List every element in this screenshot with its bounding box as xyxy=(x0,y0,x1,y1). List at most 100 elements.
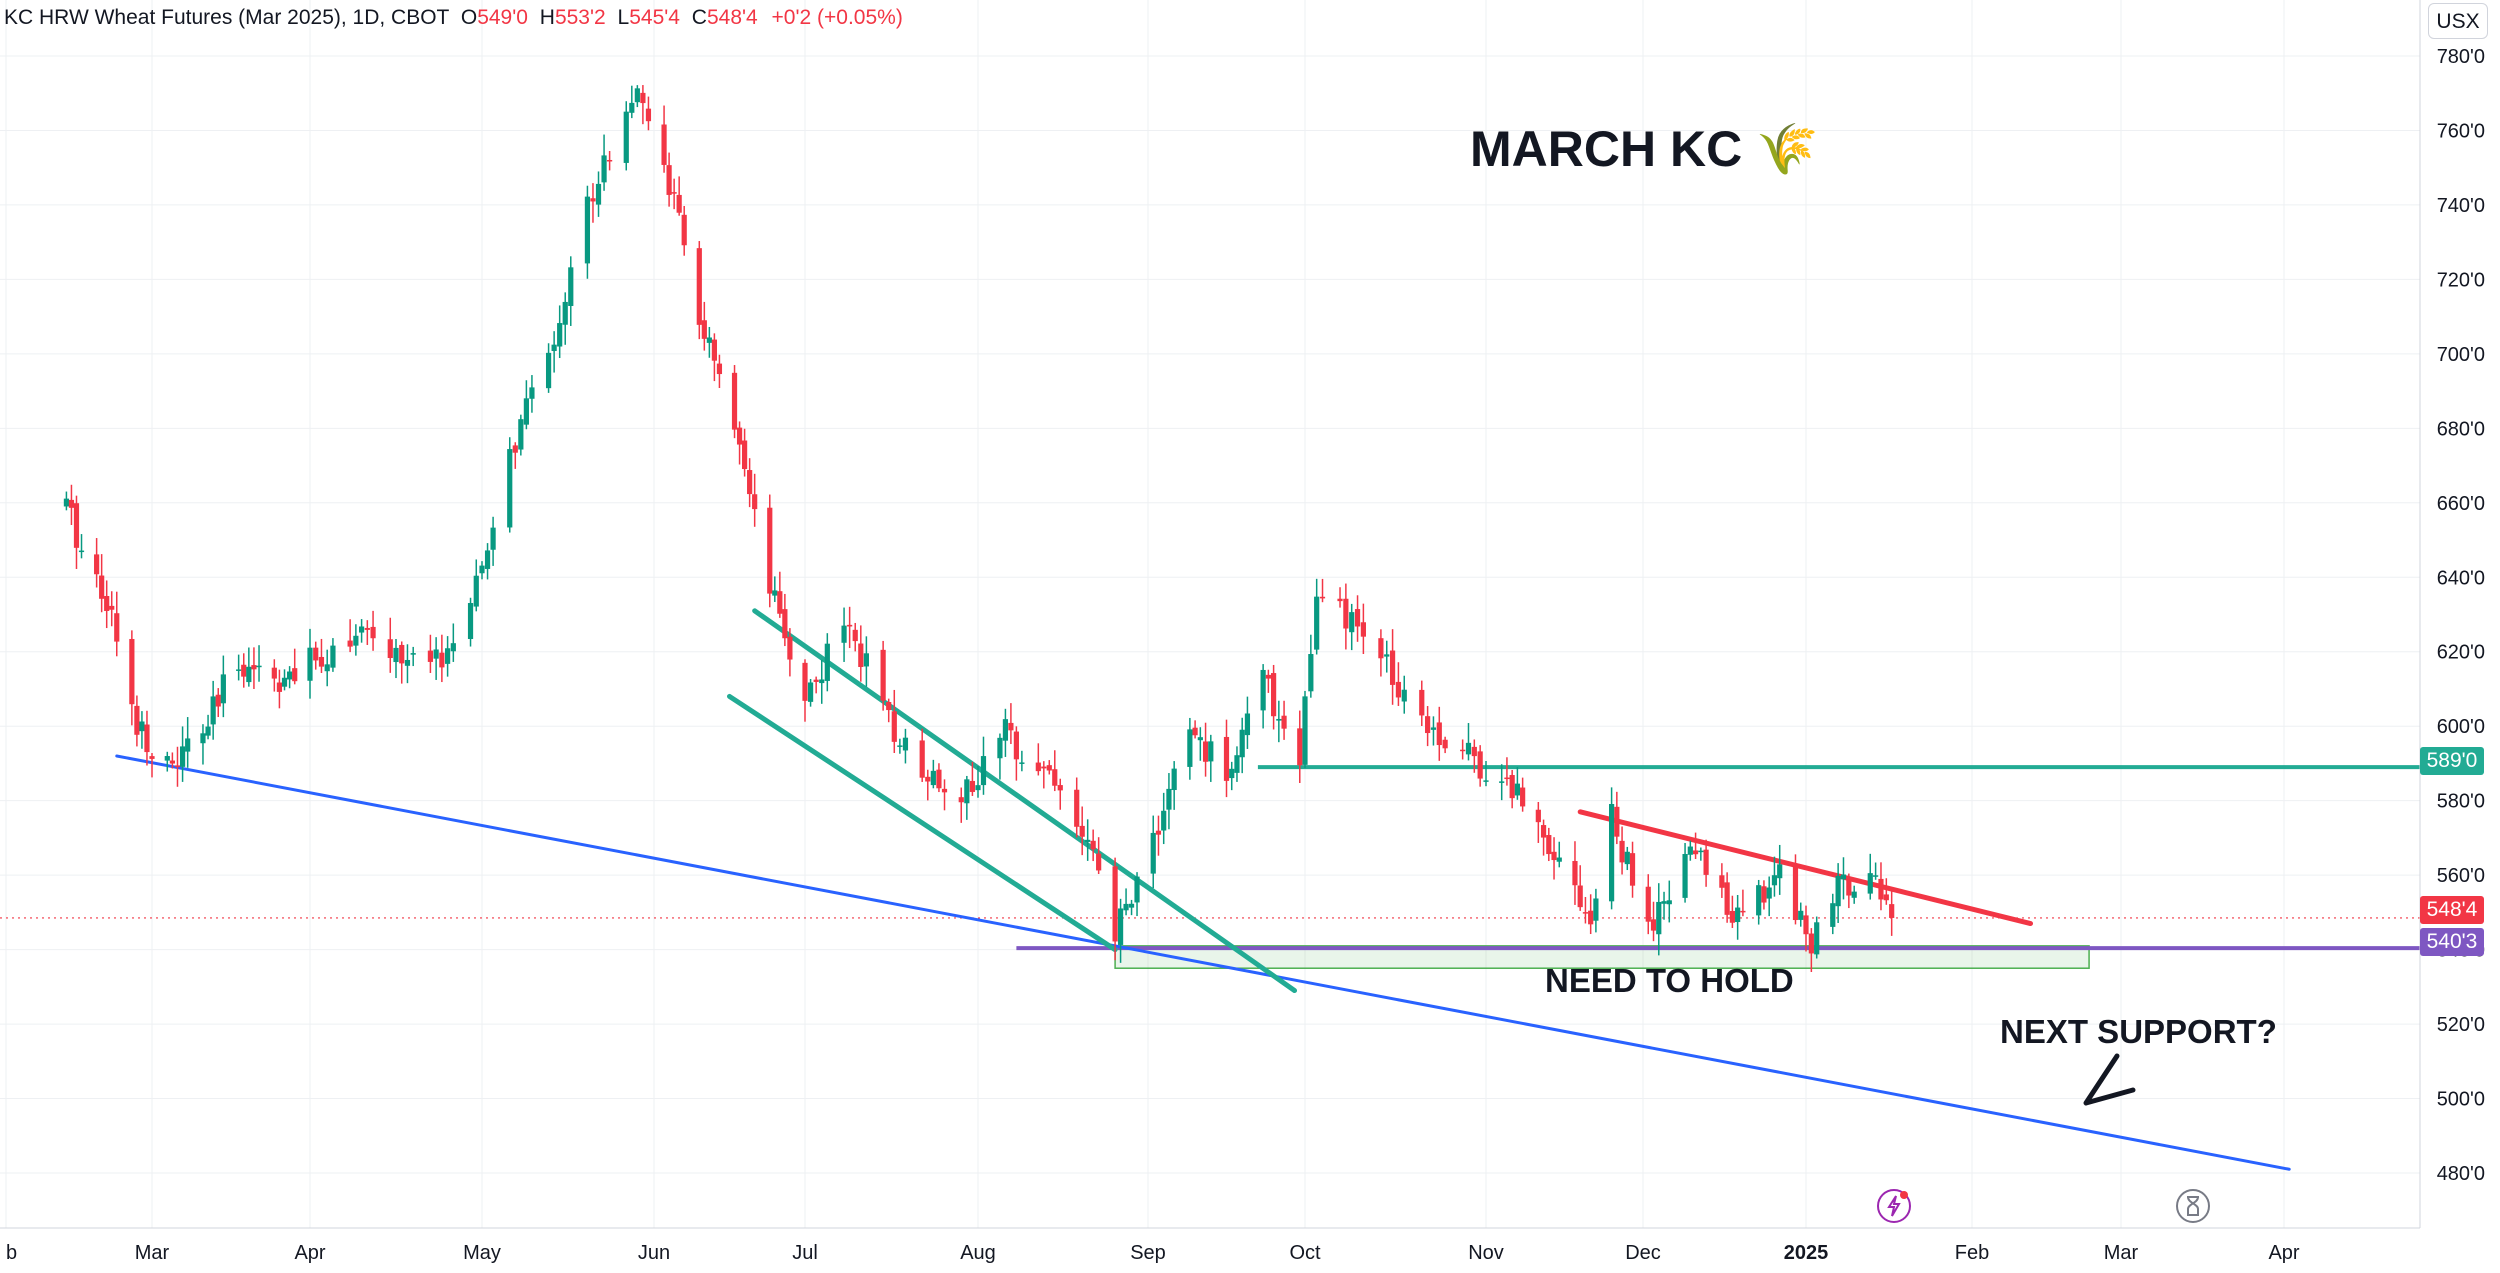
candle-body xyxy=(645,108,652,122)
candle-body xyxy=(445,648,451,664)
candle-body xyxy=(629,102,635,113)
high-label: H xyxy=(539,6,555,29)
candle-body xyxy=(1123,903,1129,911)
close-value: 548'4 xyxy=(706,6,758,29)
candle-body xyxy=(220,674,226,704)
trend-line-green xyxy=(752,608,1298,994)
support-price-badge: 540'3 xyxy=(2420,928,2484,956)
candle-body xyxy=(256,665,262,668)
candle-body xyxy=(557,323,563,347)
x-tick-label: 2025 xyxy=(1784,1242,1829,1264)
candle-body xyxy=(1729,910,1735,923)
candle-body xyxy=(370,626,376,639)
candle-body xyxy=(479,565,485,574)
candle-body xyxy=(752,494,758,510)
candle-body xyxy=(1052,769,1058,786)
x-tick-label: Aug xyxy=(960,1242,996,1264)
candle-body xyxy=(1166,788,1172,810)
candle-body xyxy=(1830,903,1836,927)
candle-body xyxy=(568,267,574,306)
candle-body xyxy=(427,650,433,662)
x-tick-label: May xyxy=(463,1242,501,1264)
candle-body xyxy=(1046,765,1052,771)
x-tick-label: Mar xyxy=(135,1242,170,1264)
candle-body xyxy=(347,640,353,647)
symbol-header: KC HRW Wheat Futures (Mar 2025), 1D, CBO… xyxy=(4,6,903,30)
candle-body xyxy=(410,653,416,655)
candle-body xyxy=(467,603,474,640)
candle-body xyxy=(676,194,682,213)
next-support-label: NEXT SUPPORT? xyxy=(2000,1013,2277,1050)
candle-body xyxy=(902,737,909,751)
candle-body xyxy=(307,647,313,681)
x-tick-label: Dec xyxy=(1625,1242,1661,1264)
candle-body xyxy=(1354,609,1361,627)
candle-body xyxy=(1096,853,1102,871)
candle-body xyxy=(114,613,120,642)
low-value: 545'4 xyxy=(629,6,680,29)
candle-body xyxy=(1867,873,1873,894)
candle-body xyxy=(1208,741,1214,762)
currency-button[interactable]: USX xyxy=(2428,3,2488,39)
y-tick-label: 780'0 xyxy=(2437,46,2485,68)
candle-body xyxy=(545,352,552,389)
candle-body xyxy=(1297,728,1303,766)
candle-body xyxy=(858,643,864,667)
trend-line-blue xyxy=(115,754,2291,1171)
candle-body xyxy=(1735,907,1741,923)
candle-body xyxy=(1593,898,1599,921)
candle-body xyxy=(1436,722,1442,746)
candle-body xyxy=(1197,737,1203,741)
candle-body xyxy=(473,575,479,607)
candle-body xyxy=(404,659,411,666)
candle-body xyxy=(68,499,75,508)
lightning-icon[interactable] xyxy=(1877,1189,1911,1223)
x-tick-label: Mar xyxy=(2104,1242,2139,1264)
candle-body xyxy=(1223,736,1230,781)
y-tick-label: 680'0 xyxy=(2437,418,2485,440)
candle-body xyxy=(1682,853,1688,898)
candle-body xyxy=(551,344,557,352)
candle-body xyxy=(1535,809,1541,823)
candle-body xyxy=(490,527,496,550)
candle-body xyxy=(782,609,788,639)
candle-body xyxy=(129,638,135,705)
candle-body xyxy=(330,645,336,668)
candle-body xyxy=(897,745,903,747)
candle-body xyxy=(964,779,970,804)
candle-body xyxy=(1540,825,1547,838)
candle-body xyxy=(1851,891,1857,898)
candle-body xyxy=(777,591,783,614)
candle-body xyxy=(174,765,181,767)
symbol-title: KC HRW Wheat Futures (Mar 2025), 1D, CBO… xyxy=(4,6,450,29)
candlesticks xyxy=(63,85,1895,973)
candle-body xyxy=(1619,840,1625,863)
candle-body xyxy=(1835,875,1841,907)
candle-body xyxy=(1360,622,1366,637)
candle-body xyxy=(1582,912,1589,914)
candle-body xyxy=(1460,749,1466,752)
candle-body xyxy=(701,320,707,339)
last-price-badge: 548'4 xyxy=(2420,896,2484,924)
candle-body xyxy=(281,677,288,687)
candle-body xyxy=(661,124,667,165)
candle-body xyxy=(772,590,778,596)
x-tick-label: Jul xyxy=(792,1242,818,1264)
candle-body xyxy=(1661,901,1667,904)
candle-body xyxy=(439,652,445,668)
candle-body xyxy=(1792,865,1799,921)
candle-body xyxy=(584,196,591,264)
y-tick-label: 580'0 xyxy=(2437,791,2485,813)
x-tick-label: Apr xyxy=(294,1242,325,1264)
x-tick-label: Feb xyxy=(1955,1242,1989,1264)
hourglass-icon[interactable] xyxy=(2176,1189,2210,1223)
y-tick-label: 720'0 xyxy=(2437,269,2485,291)
candle-body xyxy=(1112,866,1118,942)
candle-body xyxy=(1465,742,1472,755)
candle-body xyxy=(930,770,936,786)
candle-body xyxy=(215,694,221,707)
y-tick-label: 640'0 xyxy=(2437,567,2485,589)
candle-body xyxy=(246,666,252,683)
candle-body xyxy=(997,737,1003,759)
